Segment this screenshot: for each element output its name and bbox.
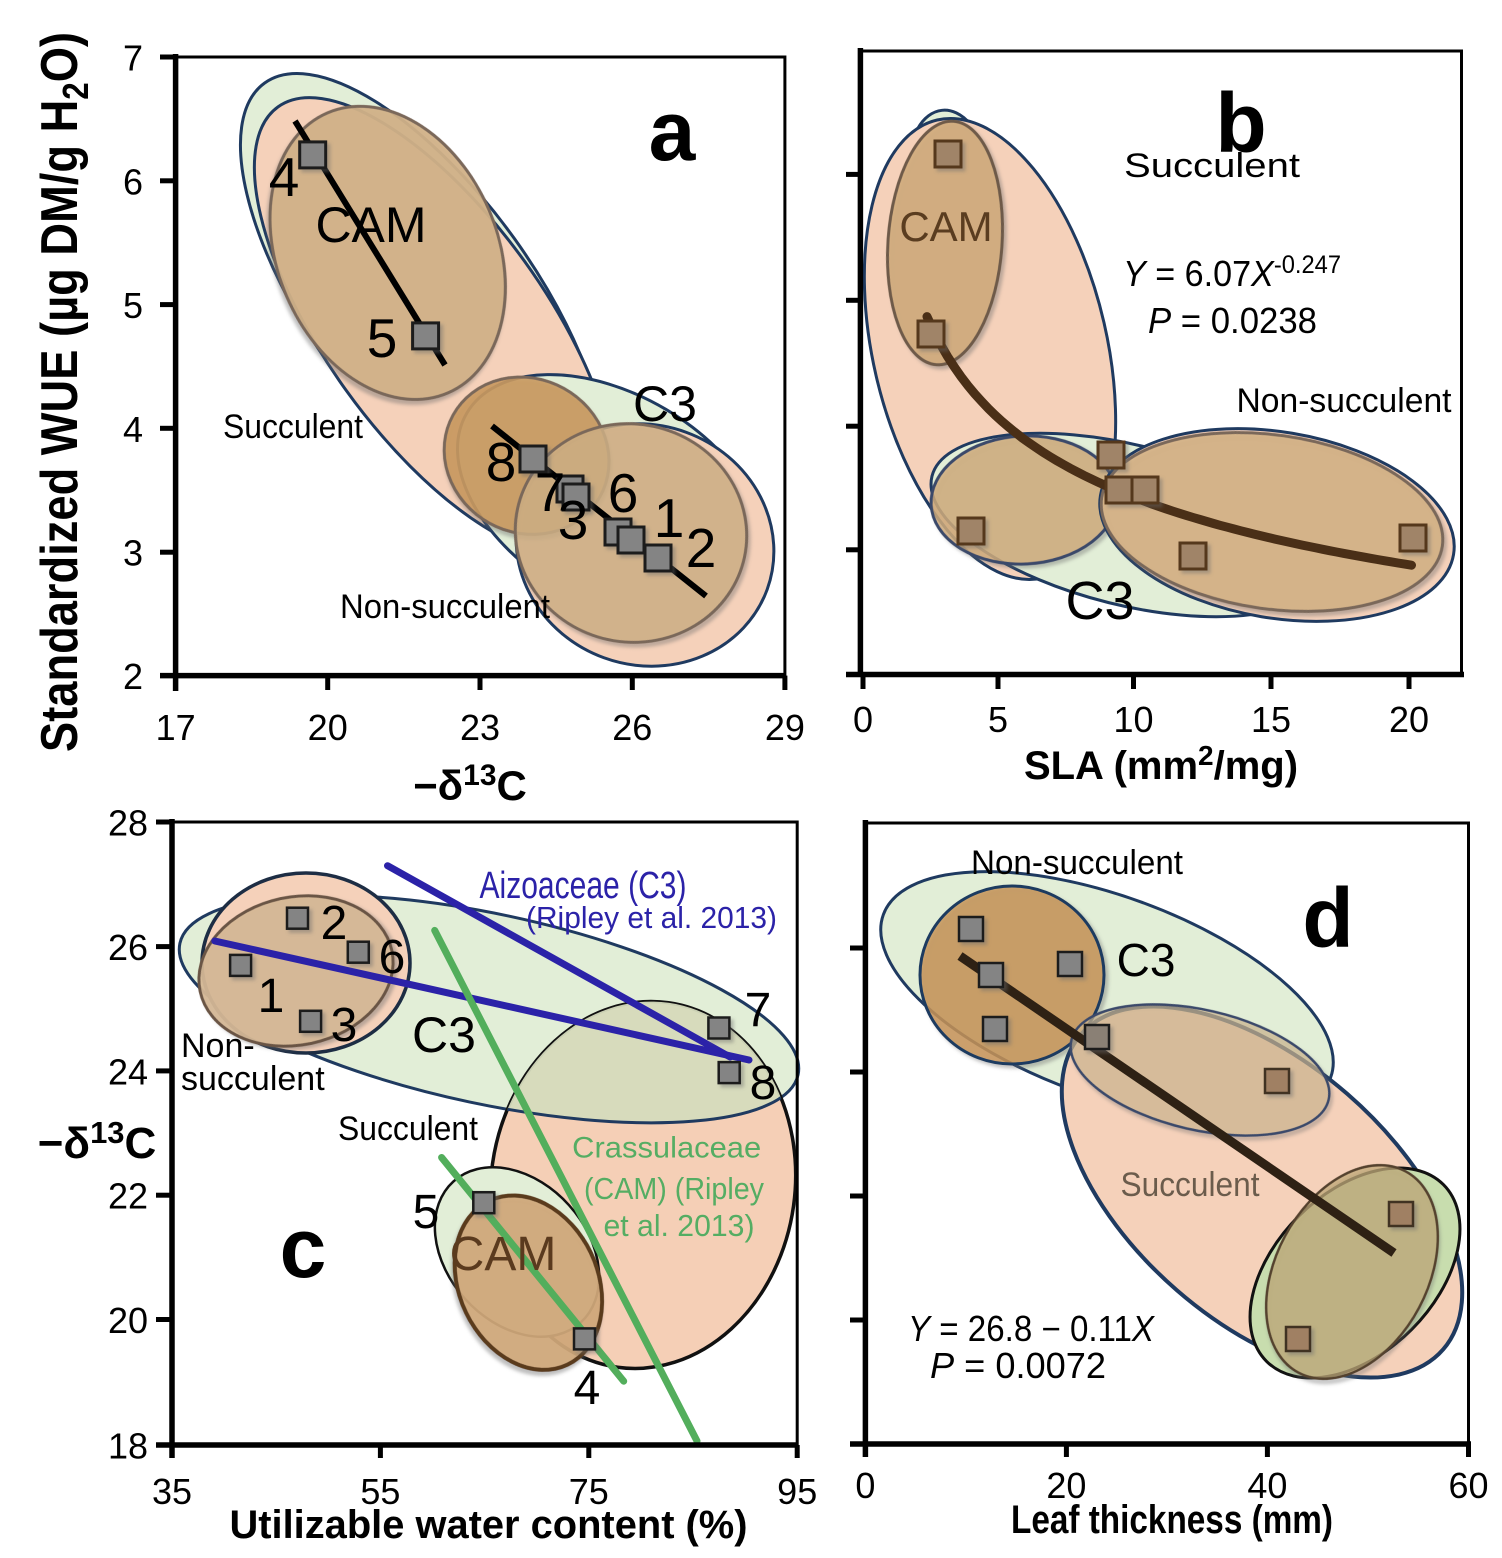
svg-text:10: 10: [1113, 699, 1153, 740]
svg-text:4: 4: [123, 409, 143, 450]
svg-text:C3: C3: [633, 376, 697, 432]
svg-text:20: 20: [308, 707, 348, 748]
svg-text:SLA (mm2/mg): SLA (mm2/mg): [1024, 740, 1298, 788]
svg-text:95: 95: [777, 1471, 817, 1512]
svg-text:22: 22: [108, 1176, 148, 1217]
svg-text:24: 24: [108, 1051, 148, 1092]
svg-text:2: 2: [686, 517, 717, 579]
svg-text:CAM: CAM: [450, 1228, 557, 1281]
svg-text:Succulent: Succulent: [1124, 147, 1301, 185]
svg-text:0: 0: [855, 1465, 875, 1506]
svg-text:0: 0: [853, 699, 873, 740]
svg-text:2: 2: [123, 656, 143, 697]
svg-text:20: 20: [1046, 1465, 1086, 1506]
svg-text:d: d: [1302, 871, 1353, 965]
svg-text:7: 7: [745, 984, 772, 1037]
svg-text:succulent: succulent: [181, 1060, 325, 1098]
svg-text:CAM: CAM: [315, 197, 426, 253]
svg-text:75: 75: [569, 1471, 609, 1512]
svg-text:5: 5: [367, 307, 398, 369]
svg-text:a: a: [649, 84, 697, 178]
svg-text:P = 0.0072: P = 0.0072: [930, 1345, 1106, 1386]
svg-text:3: 3: [558, 489, 589, 551]
svg-text:b: b: [1215, 76, 1266, 170]
svg-text:Succulent: Succulent: [1121, 1166, 1261, 1204]
svg-text:1: 1: [654, 487, 685, 549]
svg-text:35: 35: [152, 1471, 192, 1512]
svg-text:4: 4: [269, 146, 300, 208]
svg-text:Utilizable water content (%): Utilizable water content (%): [230, 1503, 748, 1547]
svg-text:7: 7: [123, 38, 143, 79]
svg-text:26: 26: [108, 927, 148, 968]
svg-text:c: c: [280, 1201, 327, 1295]
svg-text:Leaf thickness (mm): Leaf thickness (mm): [1011, 1498, 1333, 1542]
svg-text:Non-succulent: Non-succulent: [1237, 382, 1453, 420]
svg-text:3: 3: [123, 533, 143, 574]
svg-text:et al. 2013): et al. 2013): [604, 1208, 755, 1243]
svg-text:Non-succulent: Non-succulent: [340, 588, 551, 626]
svg-text:6: 6: [608, 462, 639, 524]
svg-text:17: 17: [156, 707, 196, 748]
svg-text:5: 5: [413, 1186, 440, 1239]
svg-text:29: 29: [765, 707, 805, 748]
svg-text:Non-: Non-: [181, 1027, 255, 1065]
svg-text:C3: C3: [412, 1007, 476, 1063]
svg-text:Y = 26.8 − 0.11X: Y = 26.8 − 0.11X: [908, 1308, 1156, 1349]
svg-text:6: 6: [123, 161, 143, 202]
svg-text:20: 20: [1389, 699, 1429, 740]
svg-text:(Ripley et al. 2013): (Ripley et al. 2013): [526, 900, 777, 935]
svg-text:60: 60: [1448, 1465, 1488, 1506]
svg-text:20: 20: [108, 1300, 148, 1341]
svg-text:23: 23: [460, 707, 500, 748]
svg-text:Non-succulent: Non-succulent: [971, 844, 1184, 882]
svg-text:40: 40: [1247, 1465, 1287, 1506]
svg-text:5: 5: [123, 285, 143, 326]
svg-text:3: 3: [331, 999, 358, 1052]
svg-text:Standardized WUE (µg DM/g H2O): Standardized WUE (µg DM/g H2O): [31, 32, 96, 752]
svg-text:(CAM) (Ripley: (CAM) (Ripley: [584, 1171, 764, 1206]
svg-text:Succulent: Succulent: [223, 408, 364, 446]
svg-text:55: 55: [360, 1471, 400, 1512]
svg-text:8: 8: [486, 431, 517, 493]
svg-text:Succulent: Succulent: [338, 1110, 479, 1148]
svg-text:7: 7: [535, 461, 566, 523]
svg-text:CAM: CAM: [899, 203, 992, 250]
svg-text:28: 28: [108, 803, 148, 844]
svg-text:4: 4: [574, 1362, 601, 1415]
svg-text:15: 15: [1251, 699, 1291, 740]
svg-text:1: 1: [258, 970, 285, 1023]
svg-text:8: 8: [750, 1057, 777, 1110]
svg-text:P = 0.0238: P = 0.0238: [1148, 300, 1317, 341]
svg-text:C3: C3: [1117, 934, 1176, 986]
svg-text:C3: C3: [1065, 571, 1134, 631]
svg-text:Aizoaceae (C3): Aizoaceae (C3): [480, 865, 687, 907]
svg-text:5: 5: [988, 699, 1008, 740]
svg-text:2: 2: [321, 897, 348, 950]
svg-text:6: 6: [379, 931, 406, 984]
svg-text:Crassulaceae: Crassulaceae: [572, 1132, 761, 1165]
svg-text:26: 26: [612, 707, 652, 748]
svg-text:18: 18: [108, 1426, 148, 1467]
